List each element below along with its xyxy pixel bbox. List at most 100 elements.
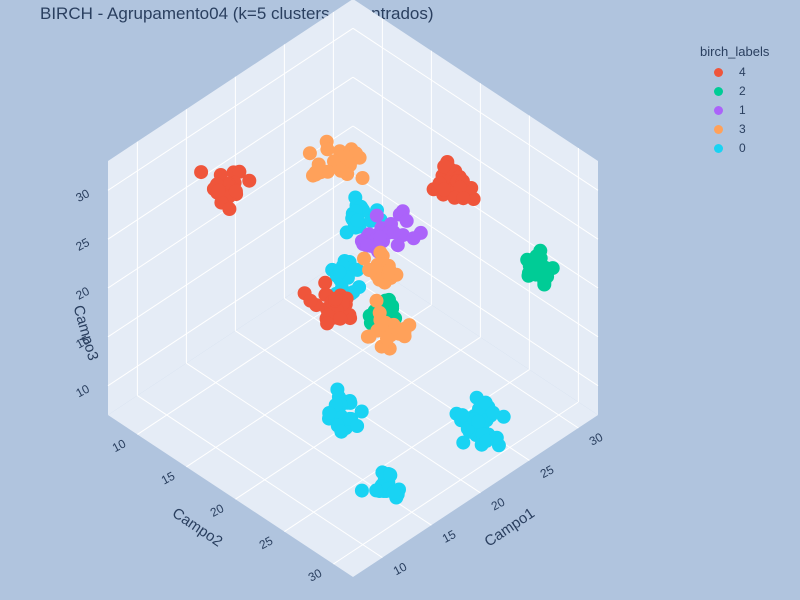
tick-label-x: 30 xyxy=(587,430,606,449)
point-cluster-3[interactable] xyxy=(402,318,417,333)
tick-labels: 10 15 20 25 30 10 15 20 25 30 10 15 20 25 30 xyxy=(73,186,605,584)
point-cluster-0[interactable] xyxy=(478,395,493,410)
point-cluster-0[interactable] xyxy=(456,435,471,450)
point-cluster-3[interactable] xyxy=(302,146,317,161)
legend-title: birch_labels xyxy=(700,44,770,59)
point-cluster-0[interactable] xyxy=(330,382,345,397)
legend-swatch xyxy=(714,87,723,96)
point-cluster-4[interactable] xyxy=(318,275,333,290)
point-cluster-0[interactable] xyxy=(350,419,365,433)
point-cluster-3[interactable] xyxy=(374,317,389,332)
grid-line-z xyxy=(107,174,354,338)
point-cluster-4[interactable] xyxy=(228,184,243,199)
tick-label-z: 25 xyxy=(73,235,92,254)
tick-label-x: 10 xyxy=(391,559,410,578)
grid-line-y xyxy=(333,401,579,565)
legend-swatch xyxy=(714,68,723,77)
point-cluster-2[interactable] xyxy=(527,257,542,272)
point-cluster-4[interactable] xyxy=(232,164,247,179)
point-cluster-0[interactable] xyxy=(496,409,511,424)
grid-line-z xyxy=(352,125,599,289)
point-cluster-0[interactable] xyxy=(471,414,486,429)
tick-label-z: 15 xyxy=(73,333,92,352)
legend-swatch xyxy=(714,106,723,115)
point-cluster-4[interactable] xyxy=(320,316,335,331)
legend-label: 4 xyxy=(739,65,746,79)
grid-line-x xyxy=(333,265,579,429)
point-cluster-4[interactable] xyxy=(436,182,451,197)
point-cluster-0[interactable] xyxy=(322,406,337,420)
point-cluster-3[interactable] xyxy=(355,171,370,185)
point-cluster-4[interactable] xyxy=(456,191,471,206)
tick-label-y: 20 xyxy=(208,501,227,520)
point-cluster-1[interactable] xyxy=(390,238,405,253)
grid-line-z xyxy=(352,174,599,338)
legend-item-4[interactable]: 4 xyxy=(700,63,769,82)
point-cluster-3[interactable] xyxy=(380,331,394,346)
data-points[interactable] xyxy=(194,134,560,505)
legend: birch_labels 4 2 1 3 0 xyxy=(700,44,769,158)
tick-label-z: 10 xyxy=(73,382,92,401)
grid-line-z xyxy=(107,27,354,191)
point-cluster-4[interactable] xyxy=(222,202,237,216)
legend-label: 0 xyxy=(739,141,746,155)
legend-item-2[interactable]: 2 xyxy=(700,82,769,101)
tick-label-y: 25 xyxy=(257,533,276,552)
legend-item-0[interactable]: 0 xyxy=(700,139,769,158)
point-cluster-0[interactable] xyxy=(486,405,500,420)
point-cluster-3[interactable] xyxy=(308,165,323,180)
tick-label-y: 30 xyxy=(306,566,325,585)
point-cluster-3[interactable] xyxy=(369,293,384,308)
point-cluster-4[interactable] xyxy=(194,165,209,180)
point-cluster-0[interactable] xyxy=(350,213,365,228)
point-cluster-2[interactable] xyxy=(540,269,555,284)
point-cluster-4[interactable] xyxy=(211,183,226,198)
grid-lines xyxy=(107,12,599,565)
point-cluster-0[interactable] xyxy=(369,483,384,498)
tick-label-z: 30 xyxy=(73,186,92,205)
point-cluster-4[interactable] xyxy=(242,173,257,188)
legend-swatch xyxy=(714,125,723,134)
legend-item-1[interactable]: 1 xyxy=(700,101,769,120)
point-cluster-1[interactable] xyxy=(386,225,401,240)
point-cluster-1[interactable] xyxy=(369,208,384,223)
point-cluster-4[interactable] xyxy=(333,311,348,326)
point-cluster-0[interactable] xyxy=(354,483,369,498)
point-cluster-0[interactable] xyxy=(455,408,470,423)
legend-label: 2 xyxy=(739,84,746,98)
point-cluster-1[interactable] xyxy=(399,213,414,228)
point-cluster-0[interactable] xyxy=(354,404,369,419)
legend-items: 4 2 1 3 0 xyxy=(700,63,769,158)
axis-title-campo3: Campo3 xyxy=(70,303,102,362)
tick-label-z: 20 xyxy=(73,284,92,303)
point-cluster-0[interactable] xyxy=(479,433,494,448)
point-cluster-4[interactable] xyxy=(328,291,343,306)
point-cluster-1[interactable] xyxy=(406,231,421,246)
point-cluster-0[interactable] xyxy=(332,265,347,280)
grid-line-x xyxy=(137,395,383,559)
legend-label: 1 xyxy=(739,103,746,117)
grid-line-z xyxy=(352,76,599,240)
point-cluster-3[interactable] xyxy=(382,263,397,277)
point-cluster-3[interactable] xyxy=(357,251,371,266)
legend-item-3[interactable]: 3 xyxy=(700,120,769,139)
point-cluster-0[interactable] xyxy=(383,467,398,482)
tick-label-x: 20 xyxy=(489,495,508,514)
point-cluster-3[interactable] xyxy=(320,142,335,157)
point-cluster-4[interactable] xyxy=(466,192,481,206)
grid-line-z xyxy=(107,223,354,387)
axis-title-campo1: Campo1 xyxy=(481,505,538,551)
point-cluster-3[interactable] xyxy=(360,329,375,344)
point-cluster-3[interactable] xyxy=(320,164,335,179)
point-cluster-4[interactable] xyxy=(303,293,318,308)
tick-label-x: 25 xyxy=(538,462,557,481)
point-cluster-2[interactable] xyxy=(521,268,536,283)
point-cluster-3[interactable] xyxy=(340,167,355,181)
point-cluster-4[interactable] xyxy=(437,159,452,174)
point-cluster-0[interactable] xyxy=(334,424,349,439)
point-cluster-0[interactable] xyxy=(386,485,401,500)
tick-label-x: 15 xyxy=(440,527,459,546)
point-cluster-4[interactable] xyxy=(453,180,467,195)
grid-line-z xyxy=(107,76,354,240)
